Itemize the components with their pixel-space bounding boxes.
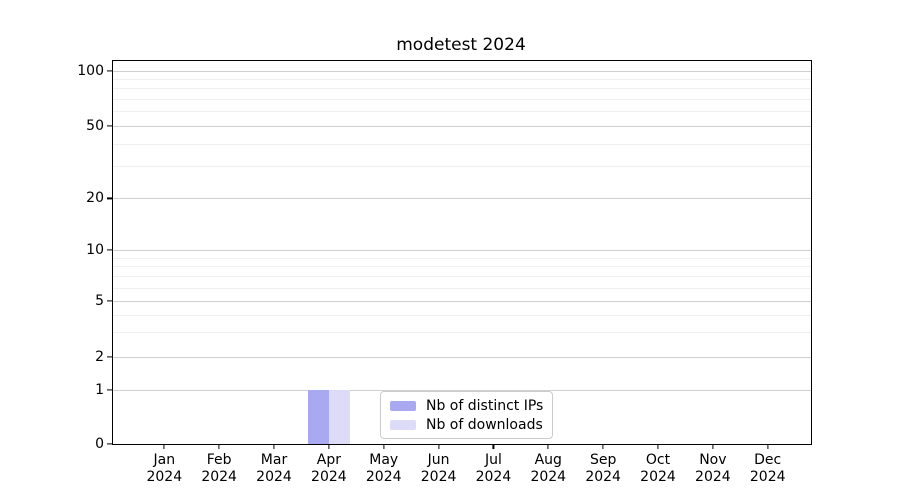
x-tick-label: Dec 2024 bbox=[749, 452, 786, 486]
x-tick-label: Aug 2024 bbox=[530, 452, 567, 486]
gridline-minor bbox=[113, 110, 811, 112]
legend-label-distinct-ips: Nb of distinct IPs bbox=[426, 397, 544, 414]
legend-item-distinct-ips: Nb of distinct IPs bbox=[390, 397, 544, 414]
y-tick-mark bbox=[107, 300, 113, 302]
y-tick-label: 1 bbox=[95, 381, 104, 398]
y-tick-label: 50 bbox=[86, 118, 104, 135]
x-tick-mark bbox=[218, 444, 220, 449]
x-tick-mark bbox=[328, 444, 330, 449]
chart-title: modetest 2024 bbox=[396, 35, 526, 55]
x-tick-mark bbox=[273, 444, 275, 449]
gridline-major bbox=[113, 70, 811, 72]
x-tick-mark bbox=[712, 444, 714, 449]
bar-distinct-ips bbox=[307, 389, 329, 444]
y-tick-label: 2 bbox=[95, 348, 104, 365]
gridline-major bbox=[113, 249, 811, 251]
gridline-minor bbox=[113, 331, 811, 333]
gridline-major bbox=[113, 301, 811, 303]
x-tick-mark bbox=[437, 444, 440, 449]
x-tick-mark bbox=[383, 444, 385, 449]
x-tick-mark bbox=[602, 444, 604, 449]
gridline-minor bbox=[113, 88, 811, 90]
x-tick-mark bbox=[163, 444, 165, 449]
gridline-major bbox=[113, 389, 811, 391]
plot-area: 100 50 20 10 5 2 1 0 Jan 2024 Feb 2024 Mar 2024 Apr 20… bbox=[77, 60, 812, 485]
gridline-major bbox=[113, 126, 811, 128]
y-tick-mark bbox=[107, 125, 113, 127]
y-tick-mark bbox=[107, 389, 113, 391]
gridline-minor bbox=[113, 166, 811, 168]
x-tick-mark bbox=[547, 444, 549, 449]
x-tick-label: Jul 2024 bbox=[475, 452, 512, 486]
x-tick-label: May 2024 bbox=[365, 452, 402, 486]
x-tick-label: Oct 2024 bbox=[640, 452, 676, 486]
y-tick-label: 20 bbox=[86, 190, 104, 207]
y-tick-label: 100 bbox=[77, 62, 104, 79]
y-tick-label: 0 bbox=[95, 436, 104, 452]
gridline-minor bbox=[113, 257, 811, 259]
y-tick-mark bbox=[107, 197, 113, 200]
gridline-minor bbox=[113, 314, 811, 316]
x-tick-mark bbox=[492, 444, 495, 449]
gridline-minor bbox=[113, 266, 811, 268]
x-tick-label: Jun 2024 bbox=[420, 452, 457, 486]
x-tick-label: Sep 2024 bbox=[585, 452, 621, 486]
bar-downloads bbox=[328, 389, 350, 444]
y-tick-label: 10 bbox=[86, 241, 104, 258]
y-tick-mark bbox=[107, 249, 113, 251]
x-tick-label: Jan 2024 bbox=[146, 452, 183, 486]
x-tick-mark bbox=[657, 444, 659, 449]
gridline-major bbox=[113, 356, 811, 358]
x-tick-mark bbox=[767, 444, 769, 449]
gridline-minor bbox=[113, 287, 811, 289]
gridline-major bbox=[113, 198, 811, 200]
legend-item-downloads: Nb of downloads bbox=[390, 416, 543, 433]
legend-swatch-distinct-ips-icon bbox=[390, 400, 416, 411]
gridline-minor bbox=[113, 143, 811, 145]
y-tick-mark bbox=[107, 356, 113, 358]
x-tick-label: Feb 2024 bbox=[201, 452, 237, 486]
legend-label-downloads: Nb of downloads bbox=[426, 416, 543, 433]
y-tick-mark bbox=[107, 70, 113, 72]
legend-swatch-downloads-icon bbox=[390, 419, 416, 430]
x-tick-label: Nov 2024 bbox=[695, 452, 731, 486]
y-tick-mark bbox=[107, 443, 113, 445]
legend: Nb of distinct IPs Nb of downloads bbox=[380, 391, 554, 439]
x-tick-label: Apr 2024 bbox=[311, 452, 347, 486]
gridline-minor bbox=[113, 79, 811, 81]
y-tick-label: 5 bbox=[95, 293, 104, 310]
gridline-minor bbox=[113, 276, 811, 278]
gridline-minor bbox=[113, 98, 811, 100]
x-tick-label: Mar 2024 bbox=[256, 452, 292, 486]
